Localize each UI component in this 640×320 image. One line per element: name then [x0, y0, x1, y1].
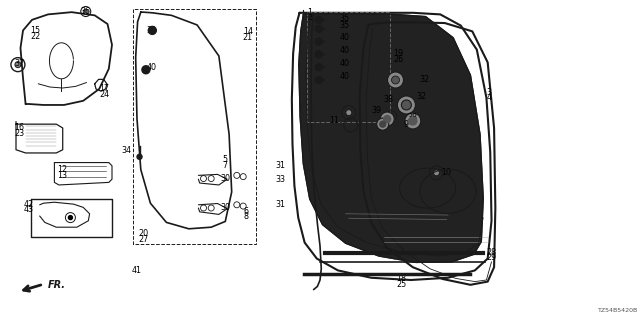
Text: 8: 8	[243, 212, 248, 221]
Text: 35: 35	[339, 21, 349, 30]
Circle shape	[83, 9, 88, 14]
Text: 21: 21	[243, 33, 253, 42]
Text: 32: 32	[416, 92, 426, 101]
Circle shape	[68, 216, 72, 220]
Text: 15: 15	[30, 26, 40, 35]
Circle shape	[316, 38, 322, 45]
Text: 30: 30	[220, 174, 230, 183]
Text: 11: 11	[329, 116, 339, 125]
Text: 1: 1	[307, 8, 312, 17]
Text: 31: 31	[275, 200, 285, 209]
Circle shape	[384, 116, 390, 123]
Text: 31: 31	[275, 161, 285, 170]
Text: 39: 39	[371, 106, 381, 115]
Text: 37: 37	[14, 60, 24, 68]
Circle shape	[316, 76, 322, 84]
Circle shape	[148, 26, 156, 34]
Text: 24: 24	[99, 90, 109, 99]
Circle shape	[397, 96, 415, 114]
Text: 27: 27	[138, 235, 148, 244]
Circle shape	[405, 113, 421, 129]
Text: 7: 7	[223, 161, 228, 170]
Text: 16: 16	[14, 124, 24, 132]
Text: 40: 40	[146, 63, 156, 72]
Circle shape	[433, 170, 440, 176]
Text: TZ54B5420B: TZ54B5420B	[598, 308, 639, 313]
Text: 40: 40	[339, 59, 349, 68]
Circle shape	[377, 118, 388, 130]
Text: 26: 26	[393, 55, 403, 64]
Text: 42: 42	[23, 200, 33, 209]
Circle shape	[401, 100, 412, 110]
Text: 6: 6	[243, 207, 248, 216]
Text: 36: 36	[81, 7, 91, 16]
Circle shape	[15, 62, 21, 68]
Text: 35: 35	[339, 14, 349, 23]
Text: 38: 38	[383, 95, 393, 104]
Text: 19: 19	[393, 49, 403, 58]
Polygon shape	[299, 14, 483, 262]
Circle shape	[346, 110, 352, 116]
Text: 34: 34	[121, 146, 131, 155]
Circle shape	[316, 25, 322, 32]
Text: 43: 43	[23, 205, 33, 214]
Text: 40: 40	[339, 46, 349, 55]
Circle shape	[380, 112, 394, 126]
Text: 38: 38	[407, 113, 417, 122]
Text: 2: 2	[307, 13, 312, 22]
Circle shape	[316, 64, 322, 71]
Circle shape	[380, 121, 386, 127]
Text: 32: 32	[419, 75, 429, 84]
Text: 17: 17	[99, 84, 109, 93]
Circle shape	[142, 66, 150, 74]
Text: 41: 41	[132, 266, 142, 275]
Circle shape	[137, 154, 142, 159]
Text: 30: 30	[220, 203, 230, 212]
Text: 35: 35	[146, 26, 156, 35]
Text: 23: 23	[14, 129, 24, 138]
Text: 29: 29	[486, 253, 497, 262]
Circle shape	[388, 72, 404, 88]
Text: 20: 20	[138, 229, 148, 238]
Text: 33: 33	[275, 175, 285, 184]
Text: 25: 25	[396, 280, 406, 289]
Text: 40: 40	[339, 72, 349, 81]
Text: 9: 9	[403, 120, 408, 129]
Circle shape	[316, 16, 322, 23]
Text: 10: 10	[442, 168, 452, 177]
Text: 28: 28	[486, 248, 497, 257]
Text: 18: 18	[396, 274, 406, 283]
Text: FR.: FR.	[48, 280, 66, 291]
Circle shape	[409, 117, 417, 125]
Text: 40: 40	[339, 33, 349, 42]
Text: 14: 14	[243, 27, 253, 36]
Circle shape	[392, 76, 399, 84]
Text: 3: 3	[486, 88, 492, 97]
Text: 4: 4	[486, 93, 492, 102]
Text: 22: 22	[30, 32, 40, 41]
Circle shape	[316, 51, 322, 58]
Text: 13: 13	[58, 171, 68, 180]
Text: 12: 12	[58, 165, 68, 174]
Text: 5: 5	[223, 155, 228, 164]
